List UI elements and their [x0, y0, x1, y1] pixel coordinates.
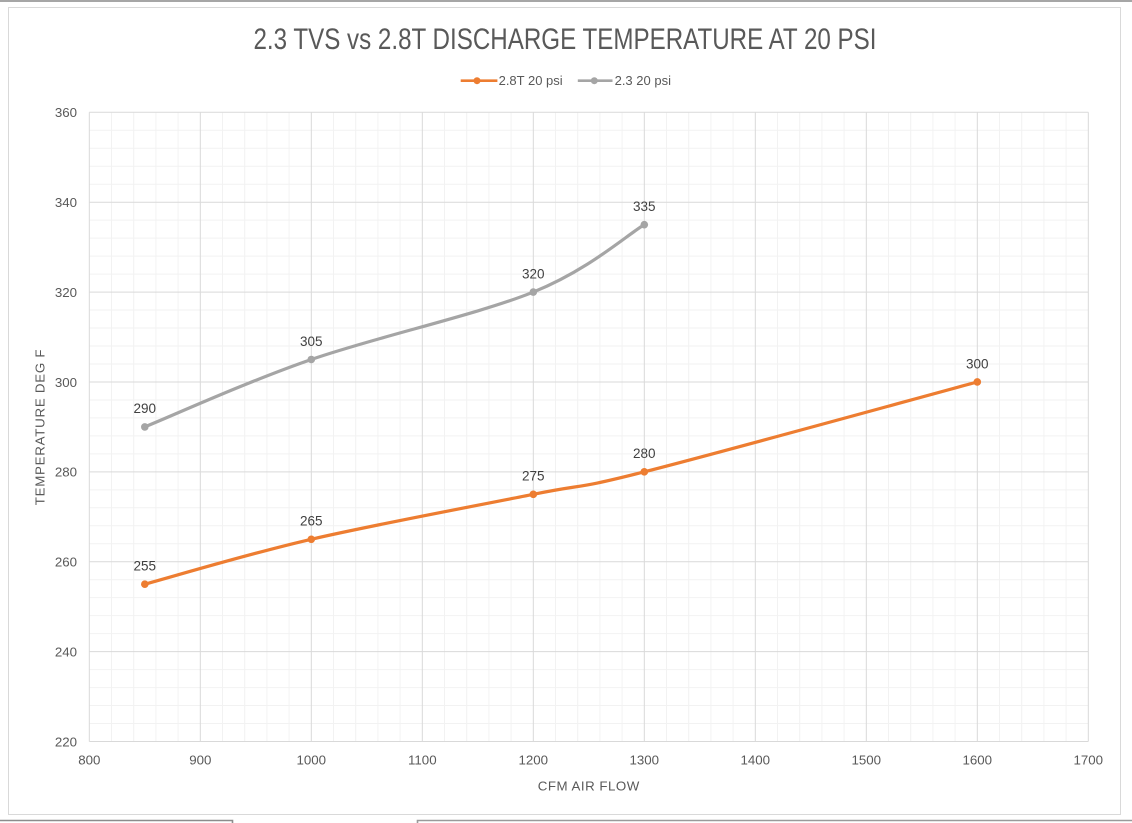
- svg-text:320: 320: [522, 266, 545, 281]
- svg-text:280: 280: [633, 446, 656, 461]
- svg-text:340: 340: [55, 195, 77, 210]
- svg-text:275: 275: [522, 469, 545, 484]
- svg-text:1100: 1100: [408, 753, 437, 768]
- svg-text:220: 220: [55, 734, 77, 749]
- svg-text:800: 800: [78, 753, 100, 768]
- svg-text:265: 265: [300, 514, 323, 529]
- svg-text:255: 255: [134, 559, 157, 574]
- svg-text:320: 320: [55, 285, 77, 300]
- svg-text:900: 900: [189, 753, 211, 768]
- svg-text:240: 240: [55, 644, 77, 659]
- svg-text:1700: 1700: [1074, 753, 1104, 768]
- svg-text:CFM AIR FLOW: CFM AIR FLOW: [538, 779, 640, 794]
- svg-text:300: 300: [966, 356, 989, 371]
- svg-text:1600: 1600: [963, 753, 993, 768]
- svg-text:2.8T 20 psi: 2.8T 20 psi: [499, 73, 563, 88]
- svg-text:335: 335: [633, 199, 656, 214]
- svg-text:1000: 1000: [297, 753, 327, 768]
- svg-text:305: 305: [300, 334, 323, 349]
- svg-text:360: 360: [55, 105, 77, 120]
- svg-text:1400: 1400: [741, 753, 771, 768]
- svg-text:2.3 20 psi: 2.3 20 psi: [615, 73, 671, 88]
- svg-text:1200: 1200: [519, 753, 549, 768]
- svg-text:280: 280: [55, 465, 77, 480]
- svg-text:1300: 1300: [630, 753, 660, 768]
- svg-text:300: 300: [55, 375, 77, 390]
- svg-text:TEMPERATURE DEG F: TEMPERATURE DEG F: [33, 349, 48, 506]
- svg-text:290: 290: [134, 401, 157, 416]
- svg-text:1500: 1500: [852, 753, 882, 768]
- svg-text:2.3 TVS vs 2.8T DISCHARGE TEMP: 2.3 TVS vs 2.8T DISCHARGE TEMPERATURE AT…: [254, 23, 877, 56]
- svg-text:260: 260: [55, 555, 77, 570]
